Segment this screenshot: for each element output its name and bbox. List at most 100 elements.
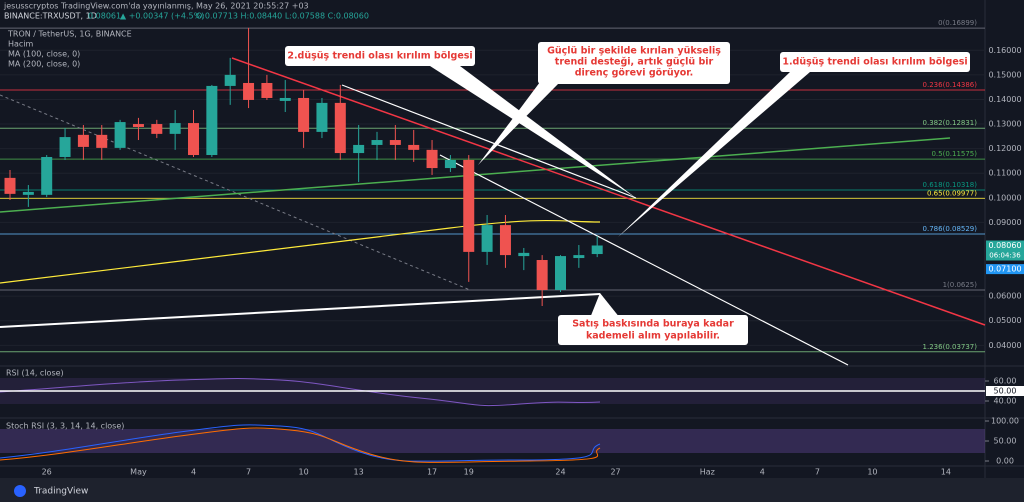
publisher: jesusscryptos TradingView.com'da yayınla… — [3, 2, 309, 11]
y-tick-label: 0.11000 — [988, 169, 1021, 178]
callout-pointer — [618, 72, 810, 237]
dashed-trendline — [0, 94, 471, 291]
stoch-band — [0, 429, 985, 453]
y-tick-label: 60.00 — [994, 377, 1017, 386]
candle-body — [463, 159, 475, 252]
x-tick-label: 19 — [464, 468, 474, 477]
candle-body — [444, 159, 456, 169]
candle-body — [22, 191, 34, 195]
legend-item: MA (100, close, 0) — [8, 50, 80, 59]
x-tick-label: 7 — [246, 468, 251, 477]
rsi-line — [0, 378, 601, 407]
x-tick-label: 17 — [427, 468, 437, 477]
fib-label: 0.786(0.08529) — [923, 225, 978, 233]
last-price: 0.08061 — [88, 12, 121, 21]
x-tick-label: 7 — [815, 468, 820, 477]
white-trendline — [439, 154, 849, 366]
symbol: BINANCE:TRXUSDT, 1D — [4, 12, 97, 21]
price-tag-label: 0.07100 — [988, 265, 1021, 274]
candle-body — [188, 123, 199, 156]
footer-brand: TradingView — [33, 487, 88, 497]
fib-label: 0.236(0.14386) — [923, 81, 978, 89]
candle-body — [224, 74, 236, 86]
x-tick-label: 13 — [354, 468, 364, 477]
y-tick-label: 0.12000 — [988, 144, 1021, 153]
annotation: direnç görevi görüyor. — [575, 68, 694, 79]
fib-label: 0.5(0.11575) — [931, 150, 977, 158]
fib-label: 1(0.0625) — [943, 281, 978, 289]
legend-item: Hacim — [8, 40, 34, 49]
candle-body — [591, 245, 603, 255]
stoch-d-line — [0, 427, 601, 463]
candle-body — [426, 149, 438, 169]
y-tick-label: 40.00 — [994, 397, 1017, 406]
red-trendline — [231, 57, 986, 326]
y-tick-label: 0.00 — [996, 457, 1014, 466]
brand-logo — [14, 485, 26, 497]
candle-body — [4, 177, 16, 194]
price-tag — [986, 240, 1024, 261]
callout-pointer — [590, 293, 620, 318]
y-tick-label: 0.04000 — [988, 341, 1021, 350]
candle-body — [555, 256, 566, 291]
ma-100-line — [0, 219, 601, 284]
candle-body — [114, 122, 126, 148]
candle-body — [334, 102, 346, 154]
callout-box — [538, 42, 730, 84]
footer-bar — [0, 478, 1024, 502]
y-tick-label: 0.06000 — [988, 292, 1021, 301]
support-line — [0, 293, 601, 328]
callout-pointer — [478, 82, 560, 165]
candle-body — [261, 82, 273, 98]
y-tick-label: 0.13000 — [988, 120, 1021, 129]
y-tick-label: 0.14000 — [988, 95, 1021, 104]
legend-item: MA (200, close, 0) — [8, 60, 80, 69]
y-tick-label: 50.00 — [994, 437, 1017, 446]
legend-item: TRON / TetherUS, 1G, BINANCE — [7, 30, 132, 39]
candle-body — [169, 123, 181, 134]
stoch-title: Stoch RSI (3, 3, 14, 14, close) — [6, 422, 124, 431]
candle-body — [518, 252, 530, 257]
annotation: Satış baskısında buraya kadar — [572, 319, 734, 330]
fib-label: 0.618(0.10318) — [923, 181, 978, 189]
change: ▲ +0.00347 (+4.5%) — [120, 12, 204, 21]
callout-box — [780, 52, 970, 72]
fib-label: 0.382(0.12831) — [923, 119, 978, 127]
candle-body — [573, 255, 585, 259]
x-tick-label: Haz — [700, 468, 715, 477]
fib-label: 1.236(0.03737) — [923, 343, 978, 351]
candle-body — [371, 140, 383, 145]
candle-body — [77, 134, 89, 147]
candle-body — [96, 134, 108, 148]
callout-box — [558, 315, 748, 345]
y-tick-label: 0.10000 — [988, 193, 1021, 202]
annotation: trendi desteği, artık güçlü bir — [555, 57, 714, 68]
candle-body — [59, 137, 71, 157]
price-tag — [986, 264, 1024, 275]
x-tick-label: 27 — [610, 468, 620, 477]
annotation: kademeli alım yapılabilir. — [586, 331, 720, 342]
rsi-title: RSI (14, close) — [6, 369, 64, 378]
callout-box — [285, 46, 475, 66]
ohlc: O:0.07713 H:0.08440 L:0.07588 C:0.08060 — [196, 12, 369, 21]
x-tick-label: 10 — [867, 468, 877, 477]
x-tick-label: 10 — [299, 468, 309, 477]
candle-body — [151, 124, 163, 134]
countdown: 06:04:36 — [989, 252, 1021, 260]
annotation: 2.düşüş trendi olası kırılım bölgesi — [287, 51, 472, 62]
fib-label: 0.65(0.09977) — [927, 189, 977, 197]
candle-body — [389, 140, 401, 145]
y-tick-label: 100.00 — [991, 417, 1019, 426]
y-tick-label: 0.09000 — [988, 218, 1021, 227]
annotation: Güçlü bir şekilde kırılan yükseliş — [547, 46, 721, 57]
candle-body — [206, 85, 218, 156]
candle-body — [481, 225, 493, 252]
y-tick-label: 0.05000 — [988, 316, 1021, 325]
candle-body — [408, 144, 420, 150]
x-tick-label: May — [130, 468, 147, 477]
candle-body — [41, 156, 53, 195]
candle-body — [353, 144, 365, 154]
ma-200-line — [0, 137, 951, 213]
x-tick-label: 4 — [760, 468, 765, 477]
